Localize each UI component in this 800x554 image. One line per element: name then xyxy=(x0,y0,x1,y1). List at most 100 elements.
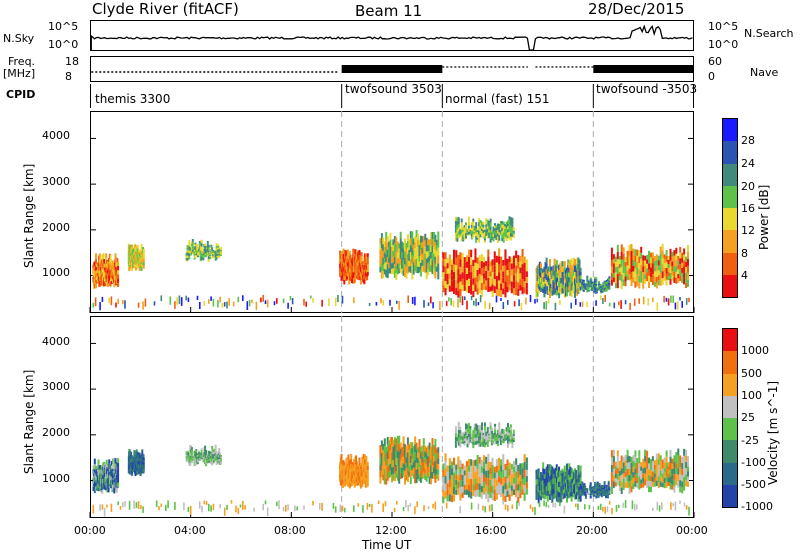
echo-cell xyxy=(474,472,477,479)
echo-cell xyxy=(448,279,451,286)
echo-cell xyxy=(667,256,670,260)
echo-cell xyxy=(312,298,314,303)
echo-cell xyxy=(499,225,502,228)
echo-cell xyxy=(584,497,587,498)
echo-cell xyxy=(505,429,508,432)
echo-cell xyxy=(543,271,546,277)
echo-cell xyxy=(422,253,425,260)
echo-cell xyxy=(142,469,145,472)
echo-cell xyxy=(482,230,485,233)
echo-cell xyxy=(630,462,633,469)
echo-cell xyxy=(142,262,145,266)
echo-cell xyxy=(138,455,141,459)
echo-cell xyxy=(500,263,503,271)
echo-cell xyxy=(553,264,556,271)
echo-cell xyxy=(596,287,598,289)
echo-cell xyxy=(491,439,494,443)
echo-cell xyxy=(412,473,415,479)
echo-cell xyxy=(576,264,579,271)
echo-cell xyxy=(480,290,483,298)
echo-cell xyxy=(628,250,631,257)
echo-cell xyxy=(460,438,463,440)
echo-cell xyxy=(564,278,567,284)
echo-cell xyxy=(515,280,518,288)
echo-cell xyxy=(414,253,417,260)
echo-cell xyxy=(428,456,431,464)
echo-cell xyxy=(648,257,650,264)
echo-cell xyxy=(620,259,623,267)
echo-cell xyxy=(453,465,456,473)
echo-cell xyxy=(502,454,505,463)
echo-cell xyxy=(655,265,658,272)
echo-cell xyxy=(469,436,472,440)
echo-cell xyxy=(675,271,678,278)
echo-cell xyxy=(557,268,559,273)
echo-cell xyxy=(614,478,617,483)
echo-cell xyxy=(214,447,217,451)
echo-cell xyxy=(430,478,433,485)
echo-cell xyxy=(137,302,140,308)
echo-cell xyxy=(567,475,570,480)
echo-cell xyxy=(593,485,596,488)
echo-cell xyxy=(584,496,587,498)
echo-cell xyxy=(652,297,654,303)
echo-cell xyxy=(353,297,355,304)
echo-cell xyxy=(512,232,515,235)
echo-cell xyxy=(408,260,411,267)
echo-cell xyxy=(499,442,502,446)
echo-cell xyxy=(512,431,515,434)
echo-cell xyxy=(536,270,539,277)
echo-cell xyxy=(399,472,402,479)
echo-cell xyxy=(618,264,621,269)
echo-cell xyxy=(512,262,515,269)
echo-cell xyxy=(644,449,647,456)
echo-cell xyxy=(289,296,292,301)
echo-cell xyxy=(478,436,481,440)
echo-cell xyxy=(508,273,511,280)
echo-cell xyxy=(498,434,501,438)
echo-cell xyxy=(200,256,203,260)
echo-cell xyxy=(194,458,197,461)
echo-cell xyxy=(584,495,587,497)
echo-cell xyxy=(595,284,598,286)
echo-cell xyxy=(469,428,472,432)
echo-cell xyxy=(571,474,574,479)
echo-cell xyxy=(479,443,482,447)
echo-cell xyxy=(501,438,504,441)
echo-cell xyxy=(483,488,486,495)
echo-cell xyxy=(405,260,408,267)
echo-cell xyxy=(500,283,503,291)
echo-cell xyxy=(450,269,453,276)
echo-cell xyxy=(681,252,684,258)
echo-cell xyxy=(461,469,464,475)
echo-cell xyxy=(489,422,492,426)
echo-cell xyxy=(491,265,494,272)
echo-cell xyxy=(610,266,613,273)
echo-cell xyxy=(354,254,357,260)
echo-cell xyxy=(687,258,689,266)
echo-cell xyxy=(176,297,178,306)
echo-cell xyxy=(408,460,411,466)
echo-cell xyxy=(467,422,470,427)
echo-cell xyxy=(398,435,401,444)
echo-cell xyxy=(404,238,406,246)
echo-cell xyxy=(472,445,475,449)
echo-cell xyxy=(561,468,564,474)
echo-cell xyxy=(504,257,507,266)
echo-cell xyxy=(656,302,659,311)
echo-cell xyxy=(478,286,481,294)
echo-cell xyxy=(566,286,568,292)
echo-cell xyxy=(568,492,571,498)
echo-cell xyxy=(204,246,207,249)
echo-cell xyxy=(515,287,518,296)
echo-cell xyxy=(586,492,589,493)
echo-cell xyxy=(493,478,496,484)
echo-cell xyxy=(461,272,464,279)
echo-cell xyxy=(538,276,541,281)
echo-cell xyxy=(412,457,415,463)
echo-cell xyxy=(97,459,100,465)
echo-cell xyxy=(401,457,404,463)
echo-cell xyxy=(117,458,120,463)
echo-cell xyxy=(510,480,513,486)
echo-cell xyxy=(653,276,656,282)
